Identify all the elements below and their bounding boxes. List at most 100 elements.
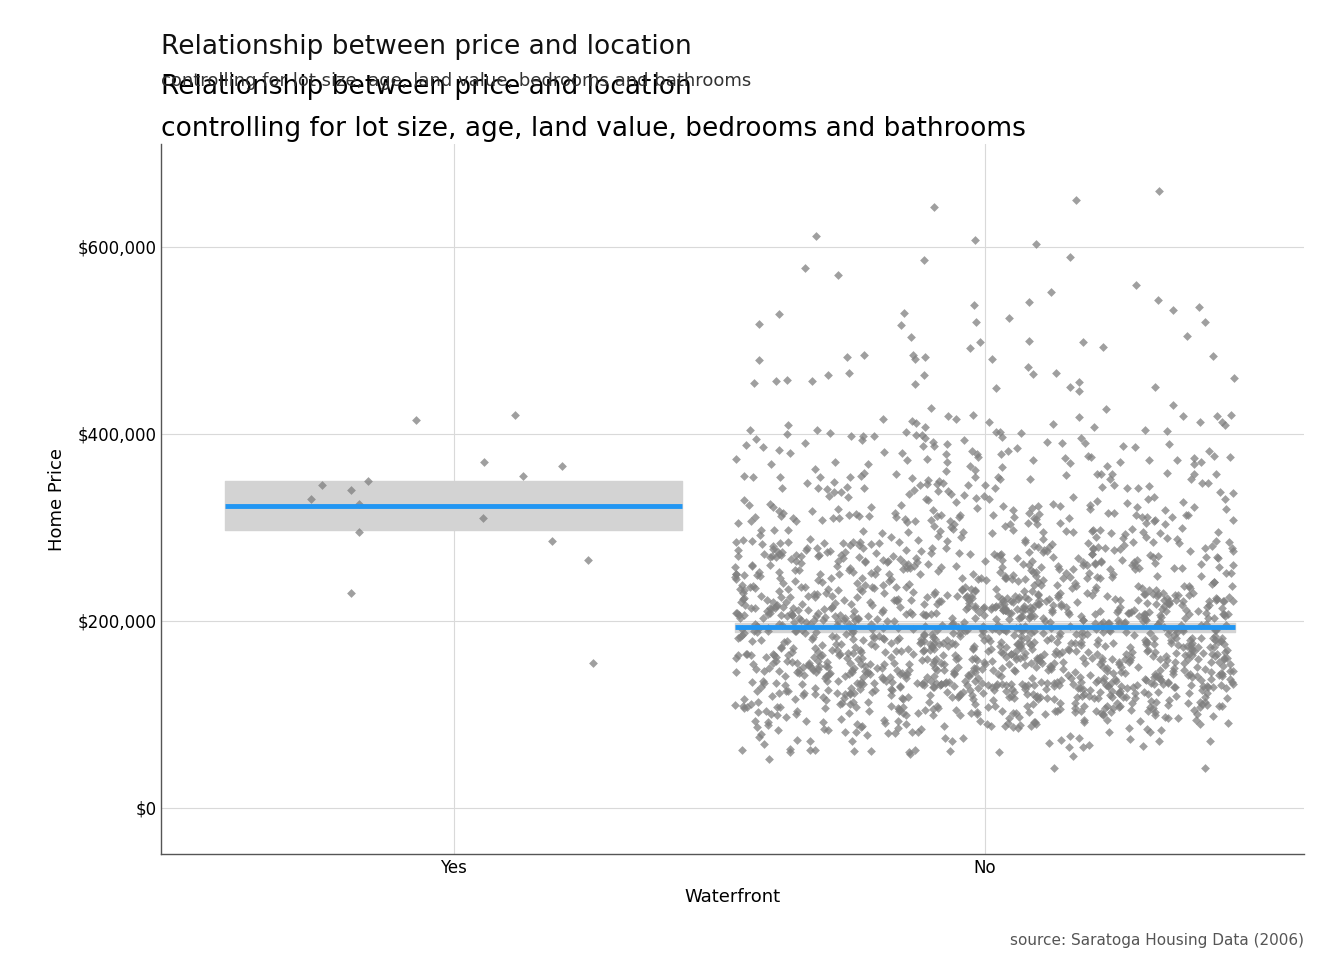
Point [1102,467,1124,482]
Point [1109,700,1130,715]
Point [814,671,836,686]
Point [1222,674,1243,689]
Point [966,501,988,516]
Point [816,693,837,708]
Point [948,651,969,666]
Point [840,596,862,612]
Point [862,579,883,594]
Point [790,579,812,594]
Point [743,601,765,616]
Point [1222,540,1243,555]
Point [1183,585,1204,600]
Point [1223,663,1245,679]
Point [999,656,1020,671]
Point [1047,674,1068,689]
Point [741,697,762,712]
Point [732,591,754,607]
Point [1161,509,1183,524]
Point [758,624,780,639]
Point [1050,516,1071,531]
Point [1047,558,1068,573]
Point [938,483,960,498]
Point [863,580,884,595]
Point [1015,571,1036,587]
Point [1085,606,1106,621]
Point [1082,540,1103,555]
Point [1163,660,1184,675]
Point [782,510,804,525]
Point [582,655,603,670]
Point [992,620,1013,636]
Point [828,501,849,516]
Point [1153,592,1175,608]
Point [734,582,755,597]
Point [905,351,926,367]
Point [1211,631,1232,646]
Point [1090,616,1111,632]
Point [542,534,563,549]
Point [1017,359,1039,374]
Point [1165,630,1187,645]
Point [821,600,843,615]
Point [876,553,898,568]
Point [1038,662,1059,678]
Point [1047,703,1068,718]
Point [982,662,1004,678]
Point [995,603,1016,618]
Point [1157,626,1179,641]
Point [745,616,766,632]
Point [1074,436,1095,451]
Point [909,478,930,493]
Point [860,666,882,682]
Point [1125,277,1146,293]
Point [831,485,852,500]
Point [888,535,910,550]
Point [1011,629,1032,644]
Point [989,638,1011,654]
Point [1103,672,1125,687]
Point [1040,284,1062,300]
Point [840,469,862,485]
Point [1019,636,1040,651]
Point [1211,633,1232,648]
Point [894,511,915,526]
Point [1187,639,1208,655]
Point [914,702,935,717]
Point [941,486,962,501]
Text: Relationship between price and location: Relationship between price and location [161,34,692,60]
Point [958,595,980,611]
Point [1103,542,1125,558]
Point [884,509,906,524]
Point [1071,629,1093,644]
Point [844,619,866,635]
Point [771,576,793,591]
Point [899,577,921,592]
Point [1070,636,1091,652]
Point [843,694,864,709]
Point [1073,612,1094,628]
Point [1013,649,1035,664]
Point [770,640,792,656]
Point [828,582,849,597]
Point [1137,686,1159,702]
Point [1107,655,1129,670]
Point [878,725,899,740]
Point [1091,620,1113,636]
Point [1068,731,1090,746]
Point [1011,640,1032,656]
Point [961,443,982,458]
Point [913,675,934,690]
Point [964,297,985,312]
Point [835,725,856,740]
Point [782,640,804,656]
Point [896,515,918,530]
Point [757,621,778,636]
Point [887,713,909,729]
Point [910,721,931,736]
Point [852,523,874,539]
Point [933,718,954,733]
Point [917,670,938,685]
Point [847,611,868,626]
Point [929,523,950,539]
Point [835,669,856,684]
